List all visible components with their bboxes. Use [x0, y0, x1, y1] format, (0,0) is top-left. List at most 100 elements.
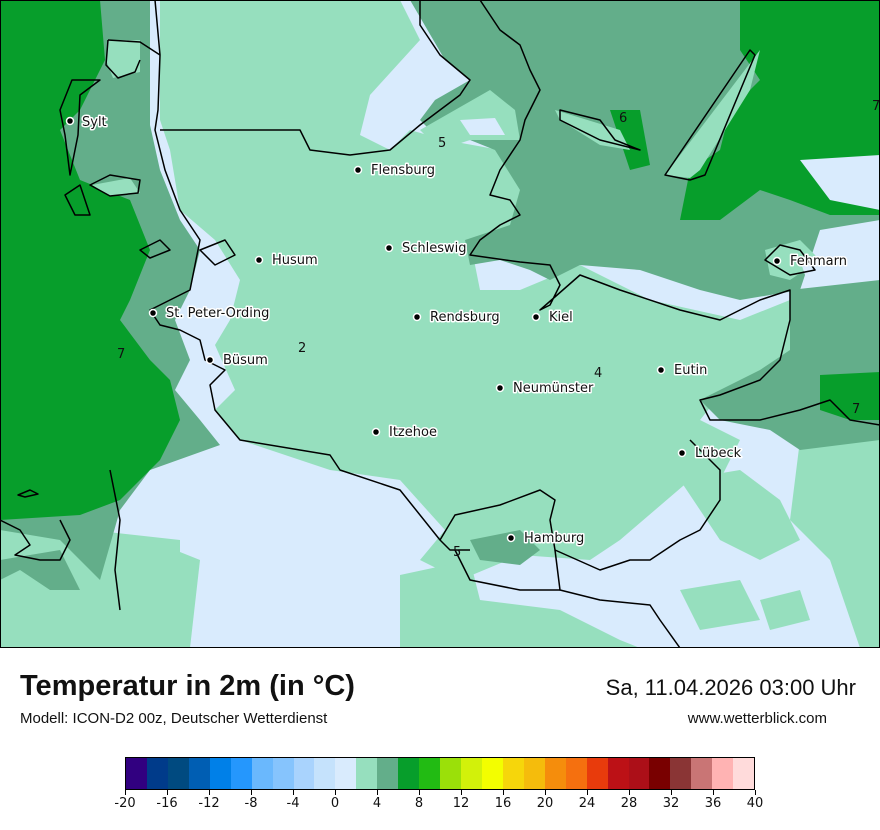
city-dot [412, 312, 422, 322]
city-husum[interactable]: Husum [254, 252, 319, 270]
contour-label: 7 [852, 402, 860, 417]
colorbar-tick-label: -16 [156, 796, 178, 811]
city-luebeck[interactable]: Lübeck [677, 445, 743, 463]
city-hamburg[interactable]: Hamburg [506, 530, 586, 548]
contour-label: 5 [453, 545, 461, 560]
city-label: Flensburg [371, 163, 435, 178]
city-fehmarn[interactable]: Fehmarn [772, 253, 849, 271]
colorbar-tick [503, 790, 504, 795]
colorbar-tick [587, 790, 588, 795]
colorbar-tick-label: 8 [414, 796, 424, 811]
model-subtitle: Modell: ICON-D2 00z, Deutscher Wetterdie… [20, 710, 328, 727]
city-eutin[interactable]: Eutin [656, 362, 709, 380]
colorbar-tick [671, 790, 672, 795]
colorbar-tick-label: 24 [578, 796, 596, 811]
island-roem [106, 40, 140, 78]
city-label: Büsum [223, 353, 268, 368]
city-label: St. Peter-Ording [166, 306, 269, 321]
city-dot [65, 116, 75, 126]
temperature-map: Sylt Flensburg Schleswig Husum Fehmarn S… [0, 0, 880, 648]
city-sylt[interactable]: Sylt [65, 114, 108, 132]
colorbar-tick [419, 790, 420, 795]
chart-title: Temperatur in 2m (in °C) [20, 670, 355, 702]
island-fehmarn [765, 240, 820, 280]
colorbar-bin [565, 758, 587, 789]
city-itzehoe[interactable]: Itzehoe [371, 424, 438, 442]
colorbar-bin [335, 758, 357, 789]
zone-2-4 [0, 0, 880, 648]
colorbar-bin [251, 758, 273, 789]
city-markers: Sylt Flensburg Schleswig Husum Fehmarn S… [65, 114, 849, 548]
website-link[interactable]: www.wetterblick.com [687, 710, 827, 727]
city-dot [371, 427, 381, 437]
city-dot [531, 312, 541, 322]
city-neumuenster[interactable]: Neumünster [495, 380, 595, 398]
colorbar-tick [713, 790, 714, 795]
contour-label: 2 [298, 341, 306, 356]
colorbar-ticks: -20 -16 -12 -8 -4 0 4 8 12 16 20 24 28 32 36 40 [114, 790, 763, 820]
city-dot [205, 355, 215, 365]
colorbar-bin [188, 758, 210, 789]
colorbar-bin [419, 758, 441, 789]
colorbar-tick [461, 790, 462, 795]
colorbar-tick-label: 12 [452, 796, 470, 811]
city-label: Kiel [549, 310, 573, 325]
colorbar-bin [523, 758, 545, 789]
colorbar-bin [712, 758, 734, 789]
colorbar-tick-label: 36 [704, 796, 722, 811]
colorbar-bin [356, 758, 378, 789]
city-label: Husum [272, 253, 318, 268]
colorbar-bin [607, 758, 629, 789]
city-dot [353, 165, 363, 175]
colorbar-tick [545, 790, 546, 795]
colorbar-bin [670, 758, 692, 789]
coastline [0, 0, 880, 648]
colorbar-tick [377, 790, 378, 795]
contour-label: 5 [438, 136, 446, 151]
colorbar-bin [230, 758, 252, 789]
colorbar-bin [209, 758, 231, 789]
city-rendsburg[interactable]: Rendsburg [412, 309, 501, 327]
colorbar-bin [167, 758, 189, 789]
city-st-peter-ording[interactable]: St. Peter-Ording [148, 305, 271, 323]
colorbar-tick [335, 790, 336, 795]
city-label: Eutin [674, 363, 707, 378]
temperature-colorbar [125, 757, 755, 790]
city-buesum[interactable]: Büsum [205, 352, 269, 370]
colorbar-bin [461, 758, 482, 789]
colorbar-bin [502, 758, 524, 789]
colorbar-tick-label: 28 [620, 796, 638, 811]
city-label: Neumünster [513, 381, 594, 396]
city-dot [656, 365, 666, 375]
city-dot [506, 533, 516, 543]
city-dot [254, 255, 264, 265]
city-label: Schleswig [402, 241, 467, 256]
colorbar-tick-label: -8 [244, 796, 258, 811]
colorbar-bin [293, 758, 315, 789]
colorbar-tick-label: -4 [286, 796, 300, 811]
colorbar-tick [167, 790, 168, 795]
colorbar-tick [293, 790, 294, 795]
contour-label: 6 [619, 111, 627, 126]
city-schleswig[interactable]: Schleswig [384, 240, 468, 258]
city-label: Sylt [82, 115, 107, 130]
colorbar-tick [629, 790, 630, 795]
city-label: Lübeck [695, 446, 742, 461]
city-dot [384, 243, 394, 253]
city-dot [677, 448, 687, 458]
colorbar-bin [586, 758, 608, 789]
colorbar-bin [377, 758, 399, 789]
colorbar-bin [272, 758, 294, 789]
colorbar-bin [440, 758, 461, 789]
colorbar-tick-label: 32 [662, 796, 680, 811]
city-label: Hamburg [524, 531, 584, 546]
colorbar-tick [209, 790, 210, 795]
city-dot [772, 256, 782, 266]
contour-labels: 5 6 7 7 2 4 7 5 [117, 99, 880, 560]
city-kiel[interactable]: Kiel [531, 309, 574, 327]
city-flensburg[interactable]: Flensburg [353, 162, 436, 180]
colorbar-tick-label: 4 [372, 796, 382, 811]
colorbar-bin [146, 758, 168, 789]
colorbar-tick-label: 16 [494, 796, 512, 811]
island-amrum [92, 178, 140, 196]
